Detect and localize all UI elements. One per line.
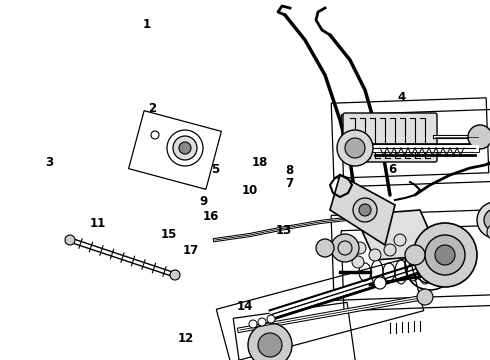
- Text: 3: 3: [45, 156, 53, 168]
- Text: 16: 16: [202, 210, 219, 222]
- Text: 6: 6: [388, 163, 396, 176]
- Text: 8: 8: [285, 165, 293, 177]
- Circle shape: [352, 256, 364, 268]
- Circle shape: [384, 244, 396, 256]
- Circle shape: [170, 270, 180, 280]
- Text: 11: 11: [90, 217, 106, 230]
- Circle shape: [167, 130, 203, 166]
- Circle shape: [258, 318, 266, 326]
- Text: 2: 2: [148, 102, 156, 114]
- Circle shape: [435, 245, 455, 265]
- Polygon shape: [330, 175, 395, 245]
- Circle shape: [448, 262, 464, 278]
- Circle shape: [487, 224, 490, 240]
- Polygon shape: [355, 210, 440, 260]
- Circle shape: [484, 209, 490, 231]
- Text: 9: 9: [199, 195, 207, 208]
- Circle shape: [258, 333, 282, 357]
- Text: 1: 1: [143, 18, 151, 31]
- Circle shape: [151, 131, 159, 139]
- Circle shape: [353, 198, 377, 222]
- Circle shape: [394, 234, 406, 246]
- Circle shape: [413, 223, 477, 287]
- Circle shape: [369, 249, 381, 261]
- Circle shape: [249, 320, 257, 328]
- Text: 14: 14: [237, 300, 253, 312]
- Circle shape: [65, 235, 75, 245]
- Circle shape: [248, 323, 292, 360]
- Circle shape: [179, 142, 191, 154]
- Text: 15: 15: [161, 228, 177, 240]
- Circle shape: [331, 234, 359, 262]
- Circle shape: [316, 239, 334, 257]
- Circle shape: [345, 138, 365, 158]
- Circle shape: [337, 130, 373, 166]
- Text: 12: 12: [178, 332, 195, 345]
- Circle shape: [477, 202, 490, 238]
- Circle shape: [374, 277, 386, 289]
- Circle shape: [267, 315, 275, 323]
- Circle shape: [354, 242, 366, 254]
- FancyBboxPatch shape: [343, 113, 437, 162]
- Text: 7: 7: [285, 177, 293, 190]
- Circle shape: [425, 235, 465, 275]
- Text: 5: 5: [212, 163, 220, 176]
- Text: 13: 13: [276, 224, 293, 237]
- Circle shape: [468, 125, 490, 149]
- Text: 4: 4: [398, 91, 406, 104]
- Circle shape: [359, 204, 371, 216]
- Circle shape: [173, 136, 197, 160]
- Text: 10: 10: [242, 184, 258, 197]
- Text: 18: 18: [251, 156, 268, 168]
- Text: 17: 17: [183, 244, 199, 257]
- Circle shape: [417, 289, 433, 305]
- Circle shape: [405, 245, 425, 265]
